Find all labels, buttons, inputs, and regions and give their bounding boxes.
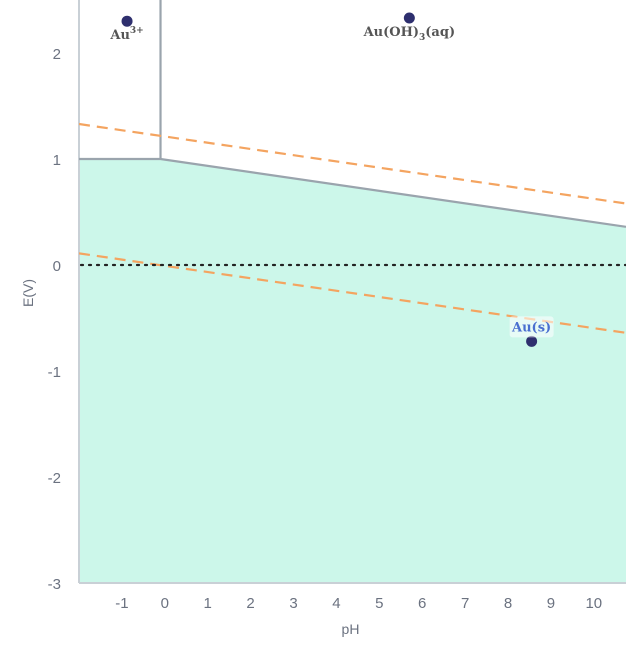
x-tick-label: 0 <box>161 595 169 612</box>
species-1: Au(OH)3(aq) <box>363 12 456 43</box>
x-axis-title: pH <box>342 621 360 637</box>
x-tick-label: -1 <box>115 595 128 612</box>
species-label: Au3+ <box>109 26 143 43</box>
x-tick-label: 4 <box>332 595 340 612</box>
species-label-backdrop <box>509 316 554 338</box>
water-stability-line-1 <box>79 122 626 205</box>
y-axis-title: E(V) <box>20 279 36 307</box>
species-2: Au(s) <box>509 316 554 347</box>
species-0: Au3+ <box>109 15 144 43</box>
x-tick-label: 1 <box>204 595 212 612</box>
x-tick-label: 5 <box>375 595 383 612</box>
species-marker <box>403 12 415 24</box>
y-tick-label: 1 <box>53 152 61 169</box>
x-tick-label: 8 <box>504 595 512 612</box>
x-tick-label: 3 <box>289 595 297 612</box>
species-label: Au(OH)3(aq) <box>363 25 456 43</box>
x-tick-label: 2 <box>246 595 254 612</box>
species-marker <box>121 15 133 27</box>
y-tick-label: -2 <box>48 470 61 487</box>
x-tick-label: 6 <box>418 595 426 612</box>
x-tick-label: 10 <box>585 595 602 612</box>
y-tick-label: 0 <box>53 258 61 275</box>
x-tick-label: 7 <box>461 595 469 612</box>
y-tick-label: 2 <box>53 46 61 63</box>
solid-region-fill <box>79 159 626 583</box>
y-tick-label: -3 <box>48 576 61 593</box>
y-tick-label: -1 <box>48 364 61 381</box>
species-marker <box>526 335 538 347</box>
species-label: Au(s) <box>511 320 551 335</box>
x-tick-label: 9 <box>547 595 555 612</box>
